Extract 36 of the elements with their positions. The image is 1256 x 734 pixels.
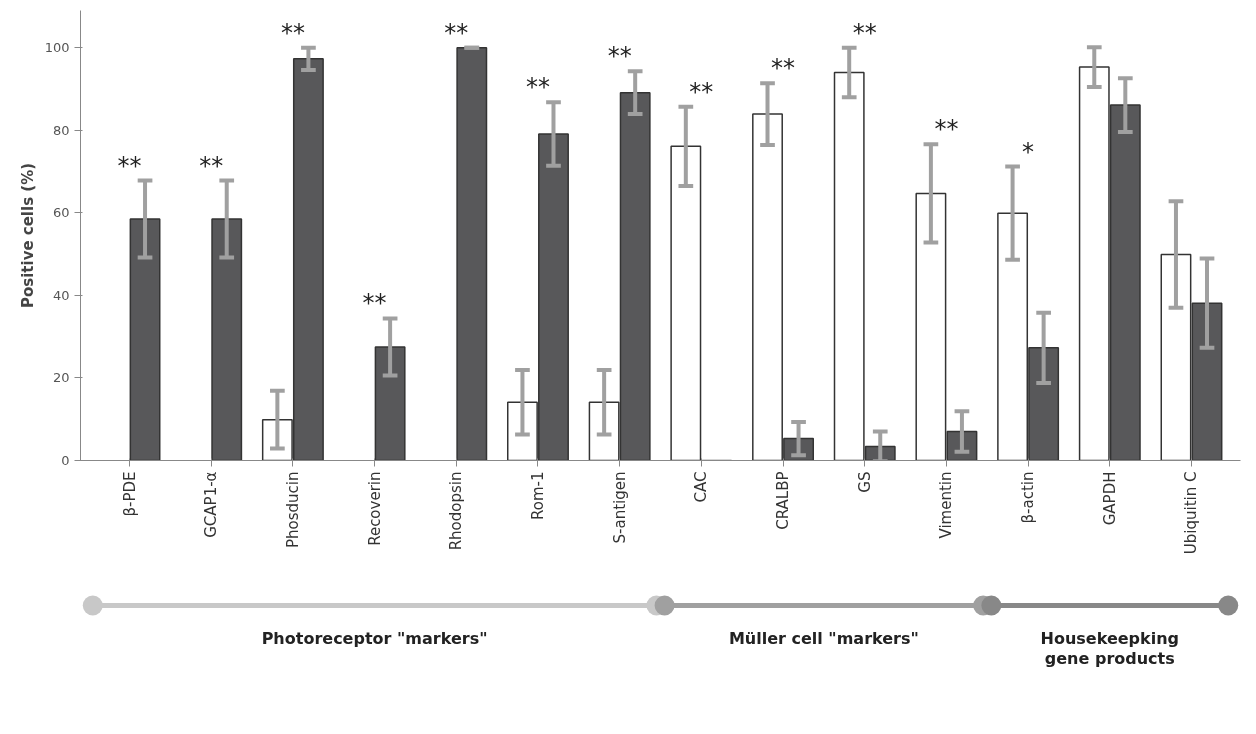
y-axis-title: Positive cells (%) (18, 162, 37, 309)
annotation: ** (607, 42, 632, 71)
x-tick-label: Rom-1 (528, 471, 547, 520)
annotation: ** (199, 151, 224, 180)
annotation: ** (689, 77, 714, 106)
y-tick-label: 80 (52, 122, 70, 138)
x-tick-label: Phosducin (283, 471, 302, 548)
x-tick-label: GS (855, 471, 874, 493)
text: Photoreceptor "markers" (261, 628, 488, 648)
annotation: ** (362, 289, 387, 318)
x-tick-label: Vimentin (937, 471, 956, 539)
x-tick-label: CRALBP (774, 471, 793, 530)
annotation: ** (117, 151, 142, 180)
annotation: * (1022, 137, 1035, 166)
x-tick-label: CAC (692, 471, 711, 503)
annotation: ** (852, 18, 877, 47)
x-tick-label: β-actin (1019, 471, 1038, 524)
x-tick-label: Ubiquitin C (1182, 471, 1201, 555)
x-tick-label: Recoverin (365, 471, 384, 546)
text: Müller cell "markers" (728, 628, 919, 648)
annotation: ** (771, 54, 796, 83)
x-tick-label: β-PDE (120, 471, 139, 517)
y-tick-label: 100 (44, 40, 70, 56)
annotation: ** (934, 115, 959, 144)
x-tick-label: S-antigen (610, 471, 629, 544)
text: Housekeepking gene products (1040, 628, 1180, 669)
annotation: ** (444, 18, 469, 47)
x-tick-label: GCAP1-α (202, 471, 221, 538)
x-tick-label: Rhodopsin (447, 471, 466, 551)
annotation: ** (525, 73, 550, 102)
x-tick-label: GAPDH (1100, 471, 1119, 526)
y-tick-label: 40 (52, 287, 70, 303)
y-tick-label: 60 (52, 205, 70, 221)
y-tick-label: 20 (52, 370, 70, 386)
y-tick-label: 0 (61, 453, 70, 468)
annotation: ** (280, 18, 305, 47)
